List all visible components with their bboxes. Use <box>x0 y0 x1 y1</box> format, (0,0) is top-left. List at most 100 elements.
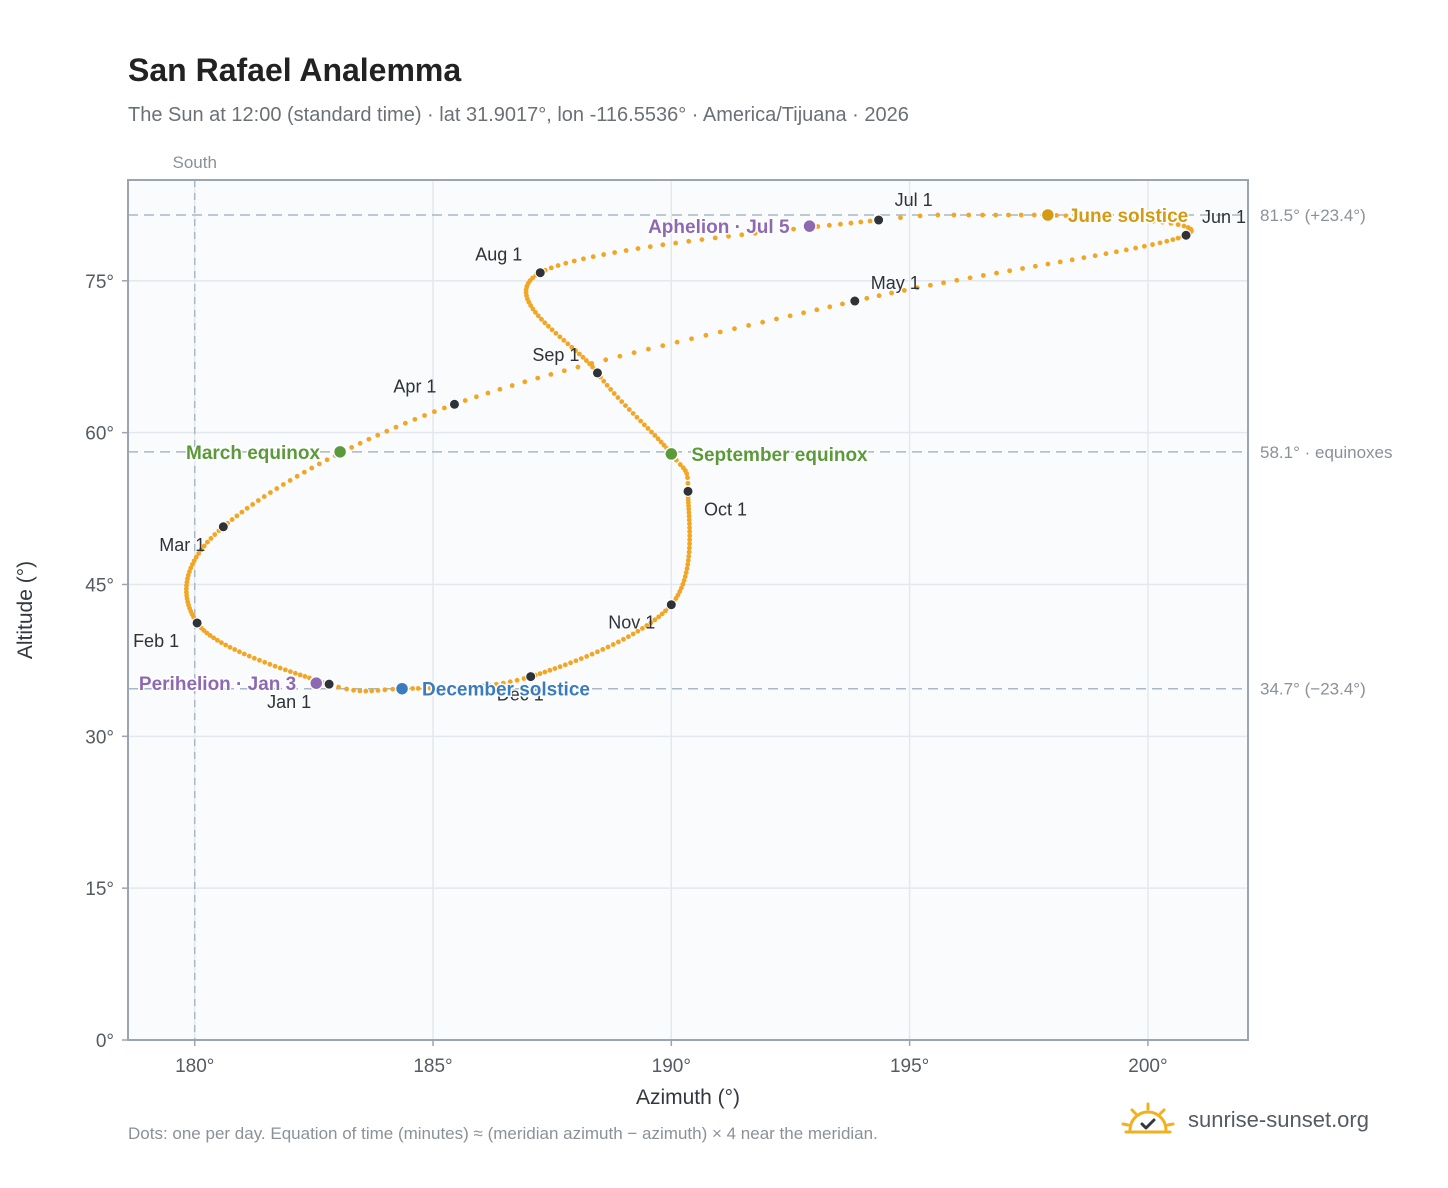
analemma-dot <box>459 685 465 690</box>
brand-name[interactable]: sunrise-sunset.org <box>1188 1107 1369 1132</box>
analemma-dot <box>578 656 584 661</box>
analemma-dot <box>580 354 586 360</box>
analemma-dot <box>223 642 229 648</box>
analemma-dot <box>703 332 709 338</box>
month-label: Sep 1 <box>532 345 579 365</box>
analemma-dot <box>232 647 238 652</box>
event-label: December solstice <box>422 680 590 701</box>
x-tick-label: 180° <box>175 1056 214 1077</box>
analemma-dot <box>876 293 882 299</box>
analemma-dot <box>604 382 610 388</box>
analemma-dot <box>561 368 567 374</box>
analemma-dot <box>680 581 686 587</box>
analemma-dot <box>246 653 252 659</box>
analemma-dot <box>533 309 538 315</box>
analemma-dot <box>402 420 408 426</box>
analemma-dot <box>655 436 661 442</box>
analemma-dot <box>648 620 654 626</box>
event-label: Perihelion · Jan 3 <box>139 674 296 695</box>
analemma-dot <box>640 626 645 631</box>
analemma-dot <box>746 322 751 328</box>
event-label: March equinox <box>186 443 321 464</box>
analemma-dot <box>309 465 315 471</box>
analemma-dot <box>241 651 247 657</box>
month-marker <box>323 678 335 690</box>
analemma-dot <box>658 439 664 445</box>
analemma-dot <box>684 471 690 477</box>
analemma-dot <box>630 631 636 637</box>
analemma-dot <box>421 685 427 691</box>
analemma-dot <box>250 502 256 507</box>
analemma-dot <box>473 684 479 689</box>
month-label: Aug 1 <box>475 245 522 265</box>
analemma-dot <box>446 685 452 691</box>
analemma-dot <box>683 570 689 575</box>
analemma-dot <box>935 212 941 218</box>
analemma-dot <box>645 426 651 431</box>
analemma-dot <box>251 655 257 661</box>
analemma-dot <box>262 659 268 665</box>
analemma-dot <box>528 303 534 308</box>
analemma-dot <box>1095 214 1101 220</box>
reference-line-label: 58.1° · equinoxes <box>1260 443 1393 462</box>
analemma-dot <box>673 240 679 246</box>
analemma-dot <box>848 220 854 226</box>
analemma-dot <box>687 529 693 535</box>
analemma-dot <box>1170 237 1176 243</box>
event-marker <box>309 675 324 691</box>
analemma-dot <box>656 614 662 620</box>
analemma-dot <box>787 313 793 319</box>
analemma-dot <box>480 683 485 689</box>
month-marker <box>665 599 677 611</box>
month-label: Apr 1 <box>393 376 436 396</box>
analemma-dot <box>687 521 692 527</box>
chart-title: San Rafael Analemma <box>128 52 462 88</box>
month-label: Nov 1 <box>608 613 655 633</box>
analemma-dot <box>324 457 330 463</box>
analemma-dot <box>732 326 737 332</box>
analemma-dot <box>685 557 691 563</box>
analemma-dot <box>552 666 558 671</box>
month-label: Feb 1 <box>133 631 179 651</box>
month-label: Jan 1 <box>267 692 311 712</box>
analemma-dot <box>261 494 267 499</box>
analemma-dot <box>898 215 903 221</box>
y-tick-label: 45° <box>85 575 114 596</box>
analemma-dot <box>774 316 779 322</box>
analemma-dot <box>357 440 363 446</box>
analemma-dot <box>778 228 784 233</box>
analemma-dot <box>587 361 592 367</box>
analemma-dot <box>573 348 578 354</box>
analemma-dot <box>611 391 617 396</box>
analemma-dot <box>1069 257 1075 263</box>
analemma-dot <box>287 477 293 483</box>
analemma-dot <box>188 565 194 571</box>
analemma-dot <box>980 212 985 218</box>
analemma-dot <box>183 586 189 592</box>
plot-area <box>128 180 1248 1040</box>
analemma-dot <box>302 674 308 679</box>
analemma-dot <box>193 554 199 560</box>
analemma-dot <box>549 327 555 333</box>
brand[interactable]: sunrise-sunset.org <box>1120 1100 1369 1140</box>
event-markers: March equinox September equinox June solst… <box>137 205 1189 703</box>
analemma-dot <box>1175 222 1181 228</box>
analemma-dot <box>687 541 692 547</box>
analemma-dot <box>685 480 691 486</box>
analemma-dot <box>507 679 513 685</box>
analemma-dot <box>1018 212 1024 218</box>
analemma-dot <box>239 509 245 515</box>
analemma-dot <box>617 353 623 359</box>
analemma-dot <box>993 212 999 218</box>
analemma-dot <box>201 543 207 549</box>
analemma-dot <box>277 665 283 671</box>
analemma-dot <box>641 422 647 428</box>
analemma-dot <box>553 330 559 336</box>
analemma-dot <box>485 390 491 396</box>
month-label: Jul 1 <box>895 190 933 210</box>
month-marker <box>448 398 460 410</box>
analemma-dot <box>535 375 541 381</box>
analemma-dot <box>980 273 986 278</box>
analemma-dot <box>1006 212 1011 218</box>
analemma-dot <box>292 670 298 676</box>
